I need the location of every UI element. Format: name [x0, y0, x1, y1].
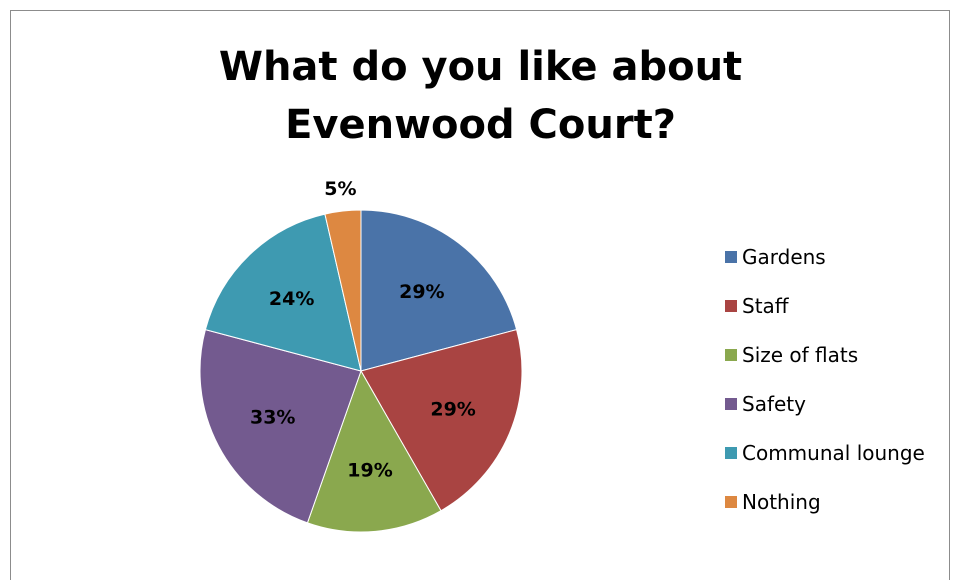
data-label-gardens: 29%	[399, 281, 444, 303]
pie-slice-gardens	[360, 209, 518, 372]
data-label-safety: 33%	[250, 407, 295, 429]
legend-item-communal-lounge: Communal lounge	[725, 428, 955, 477]
pie-slice-safety	[199, 329, 362, 524]
legend-swatch	[725, 348, 737, 361]
data-label-nothing: 5%	[324, 178, 356, 200]
legend-item-nothing: Nothing	[725, 477, 955, 526]
pie-slices	[199, 209, 523, 533]
chart-legend: Gardens Staff Size of flats Safety Communal …	[725, 232, 955, 526]
pie-slice-staff	[360, 329, 523, 512]
legend-item-staff: Staff	[725, 281, 955, 330]
legend-label: Safety	[742, 391, 806, 416]
data-label-staff: 29%	[430, 398, 475, 420]
pie-slice-size-of-flats	[306, 369, 442, 533]
legend-swatch	[725, 397, 737, 410]
legend-label: Gardens	[742, 244, 826, 269]
data-label-size-of-flats: 19%	[347, 459, 392, 481]
legend-swatch	[725, 495, 737, 508]
legend-item-size-of-flats: Size of flats	[725, 330, 955, 379]
pie-slice-nothing	[324, 209, 362, 372]
data-label-communal-lounge: 24%	[269, 288, 314, 310]
pie-data-labels: 29% 29% 19% 33% 24% 5%	[250, 178, 476, 481]
legend-label: Nothing	[742, 489, 821, 514]
pie-slice-communal-lounge	[204, 213, 362, 372]
legend-label: Communal lounge	[742, 440, 925, 465]
legend-item-safety: Safety	[725, 379, 955, 428]
chart-title: What do you like about Evenwood Court?	[218, 44, 743, 148]
legend-label: Staff	[742, 293, 789, 318]
legend-swatch	[725, 446, 737, 459]
legend-swatch	[725, 299, 737, 312]
legend-item-gardens: Gardens	[725, 232, 955, 281]
legend-swatch	[725, 250, 737, 263]
legend-label: Size of flats	[742, 342, 859, 367]
